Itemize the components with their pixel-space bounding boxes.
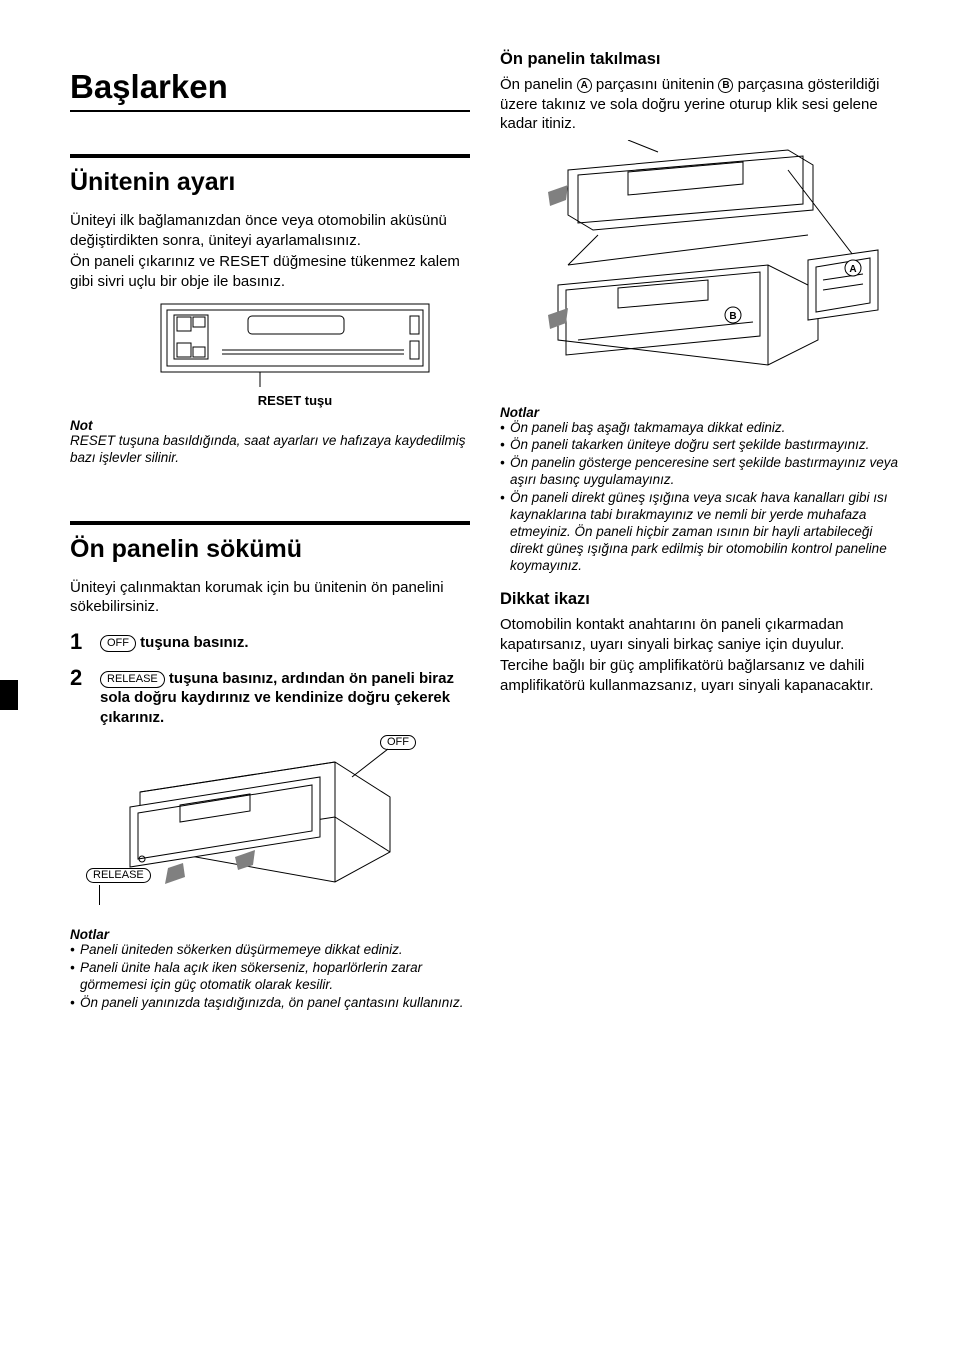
left-column: Başlarken Ünitenin ayarı Üniteyi ilk bağ… [70,50,470,1302]
attach-p-b: parçasını ünitenin [592,76,719,93]
release-button-pill: RELEASE [100,671,165,688]
figure-reset: RESET tuşu [120,303,470,408]
attach-note-2: Ön paneli takarken üniteye doğru sert şe… [500,437,900,454]
reset-paragraph-2: Ön paneli çıkarınız ve RESET düğmesine t… [70,252,470,291]
note-text-reset: RESET tuşuna basıldığında, saat ayarları… [70,433,470,467]
caution-paragraph-2: Tercihe bağlı bir güç amplifikatörü bağl… [500,656,900,695]
figure-release-label: RELEASE [86,868,151,883]
step-2-number: 2 [70,667,90,728]
detach-note-3: Ön paneli yanınızda taşıdığınızda, ön pa… [70,995,470,1012]
figure-off-label: OFF [380,735,416,750]
notes-label-detach: Notlar [70,927,470,942]
step-1-text: tuşuna basınız. [136,634,249,651]
detach-note-1: Paneli üniteden sökerken düşürmemeye dik… [70,942,470,959]
attach-note-1: Ön paneli baş aşağı takmamaya dikkat edi… [500,420,900,437]
step-1: 1 OFF tuşuna basınız. [70,631,470,653]
circled-b-inline: B [718,78,733,93]
svg-text:A: A [849,264,856,275]
reset-paragraph-1: Üniteyi ilk bağlamanızdan önce veya otom… [70,211,470,250]
step-1-body: OFF tuşuna basınız. [100,631,470,653]
section-detach-title: Ön panelin sökümü [70,521,470,564]
page-side-tab [0,680,18,710]
attach-p-a: Ön panelin [500,76,577,93]
chapter-title: Başlarken [70,68,470,112]
step-2: 2 RELEASE tuşuna basınız, ardından ön pa… [70,667,470,728]
detach-note-2: Paneli ünite hala açık iken sökerseniz, … [70,960,470,994]
circled-a-inline: A [577,78,592,93]
right-column: Ön panelin takılması Ön panelin A parças… [500,50,900,1302]
figure-remove-panel: OFF RELEASE [90,737,410,917]
figure-attach-panel: B A [508,140,888,395]
step-2-body: RELEASE tuşuna basınız, ardından ön pane… [100,667,470,728]
section-caution-title: Dikkat ikazı [500,590,900,609]
svg-text:B: B [729,311,736,322]
attach-note-3: Ön panelin gösterge penceresine sert şek… [500,455,900,489]
step-1-number: 1 [70,631,90,653]
off-button-pill: OFF [100,635,136,652]
section-attach-title: Ön panelin takılması [500,50,900,69]
attach-paragraph: Ön panelin A parçasını ünitenin B parças… [500,75,900,134]
figure-reset-caption: RESET tuşu [120,393,470,408]
notes-label-attach: Notlar [500,405,900,420]
attach-note-4: Ön paneli direkt güneş ışığına veya sıca… [500,490,900,574]
note-label-reset: Not [70,418,470,433]
notes-list-detach: Paneli üniteden sökerken düşürmemeye dik… [70,942,470,1012]
section-unit-reset-title: Ünitenin ayarı [70,154,470,197]
detach-intro: Üniteyi çalınmaktan korumak için bu ünit… [70,578,470,617]
notes-list-attach: Ön paneli baş aşağı takmamaya dikkat edi… [500,420,900,575]
caution-paragraph-1: Otomobilin kontakt anahtarını ön paneli … [500,615,900,654]
